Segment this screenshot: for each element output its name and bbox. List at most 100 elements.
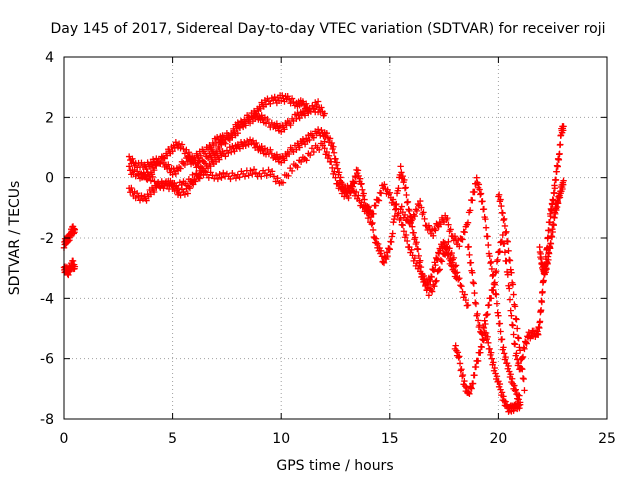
data-point — [545, 227, 552, 234]
data-point — [386, 189, 393, 196]
y-tick-label: 2 — [45, 110, 54, 126]
data-point — [406, 219, 413, 227]
data-point — [511, 341, 519, 348]
data-point — [334, 165, 341, 172]
data-point — [250, 166, 258, 173]
data-point — [413, 239, 420, 246]
data-point — [552, 210, 559, 218]
data-point — [293, 115, 300, 123]
data-point — [172, 170, 180, 178]
data-point — [502, 353, 509, 361]
data-point — [216, 145, 223, 153]
data-point — [345, 194, 352, 202]
data-point — [507, 371, 514, 378]
data-point — [218, 174, 225, 181]
data-point — [191, 175, 198, 183]
data-point — [133, 190, 141, 197]
x-tick-label: 5 — [168, 431, 177, 447]
data-point — [178, 181, 185, 189]
data-point — [469, 279, 477, 286]
data-point — [388, 238, 395, 246]
data-point — [359, 204, 366, 211]
data-point — [481, 317, 488, 324]
data-point — [267, 100, 274, 107]
data-point — [480, 205, 488, 213]
data-point — [236, 145, 244, 152]
data-point — [397, 163, 404, 170]
plot-frame — [63, 56, 608, 420]
data-point — [296, 114, 303, 122]
data-point — [435, 267, 442, 274]
data-point — [516, 401, 524, 408]
data-point — [515, 335, 522, 342]
data-point — [314, 98, 322, 105]
data-point — [132, 194, 139, 202]
data-point — [417, 268, 424, 275]
data-point — [505, 362, 512, 370]
data-point — [502, 229, 509, 237]
data-point — [225, 149, 232, 157]
data-point — [497, 196, 504, 203]
data-point — [246, 136, 254, 143]
data-point — [445, 238, 452, 245]
data-point — [556, 194, 564, 201]
data-point — [216, 139, 223, 146]
data-point — [466, 207, 474, 214]
data-point — [549, 228, 556, 236]
data-series — [536, 177, 567, 278]
data-point — [411, 254, 418, 262]
data-point — [474, 310, 481, 318]
data-point — [459, 371, 467, 379]
data-point — [301, 112, 309, 119]
data-point — [414, 246, 422, 253]
data-point — [390, 215, 398, 223]
axis-ticks — [63, 56, 608, 420]
data-point — [236, 124, 244, 131]
data-point — [370, 210, 377, 218]
data-point — [467, 259, 475, 266]
data-point — [401, 176, 408, 184]
data-point — [329, 164, 336, 172]
data-point — [65, 271, 72, 279]
data-point — [174, 185, 182, 192]
data-series — [125, 98, 322, 182]
data-point — [402, 231, 410, 239]
data-point — [425, 222, 433, 229]
data-point — [496, 248, 504, 255]
data-point — [490, 280, 498, 288]
data-point — [513, 316, 520, 323]
data-point — [323, 148, 331, 156]
x-tick-label: 20 — [489, 431, 507, 447]
data-series — [451, 329, 524, 415]
data-point — [245, 172, 252, 179]
data-point — [278, 159, 285, 166]
data-point — [287, 100, 294, 107]
data-point — [480, 337, 488, 344]
data-point — [536, 324, 543, 332]
y-tick-label: 4 — [45, 50, 54, 66]
data-point — [452, 342, 459, 349]
data-point — [401, 211, 409, 219]
data-point — [543, 265, 550, 273]
data-point — [469, 197, 476, 204]
data-point — [517, 356, 525, 363]
data-point — [454, 349, 462, 356]
data-point — [492, 290, 499, 298]
data-point — [489, 272, 496, 280]
data-point — [519, 375, 527, 382]
data-point — [545, 256, 552, 264]
data-point — [253, 110, 260, 117]
data-point — [438, 258, 446, 265]
data-point — [479, 198, 486, 205]
data-point — [181, 150, 189, 157]
data-point — [477, 191, 484, 198]
data-point — [377, 190, 385, 197]
data-point — [287, 121, 294, 129]
data-series — [321, 145, 472, 309]
data-point — [441, 251, 449, 258]
data-point — [491, 279, 498, 286]
data-point — [352, 188, 360, 196]
x-tick-label: 15 — [381, 431, 399, 447]
data-point — [480, 324, 488, 332]
data-point — [515, 396, 522, 403]
